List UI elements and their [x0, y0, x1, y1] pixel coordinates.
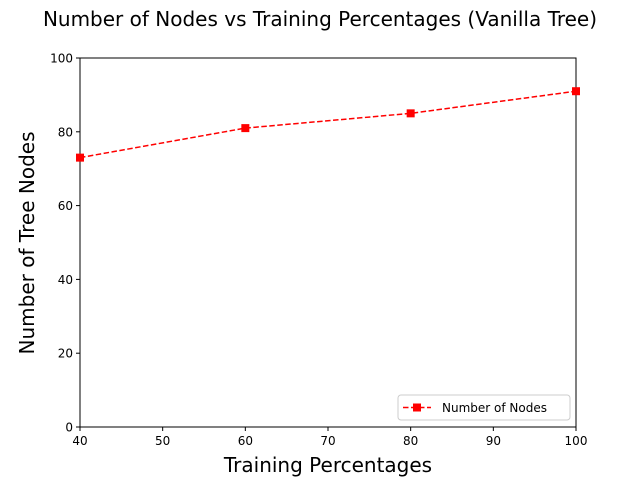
x-tick-label: 90	[486, 434, 501, 448]
y-tick-label: 60	[58, 199, 73, 213]
x-tick-label: 80	[403, 434, 418, 448]
x-tick-label: 100	[565, 434, 588, 448]
data-point	[241, 124, 250, 133]
y-tick-label: 20	[58, 347, 73, 361]
x-tick-label: 70	[320, 434, 335, 448]
y-tick-label: 40	[58, 273, 73, 287]
data-point	[406, 109, 415, 118]
x-tick-label: 60	[238, 434, 253, 448]
legend-box	[397, 394, 571, 421]
legend: Number of Nodes	[397, 394, 571, 421]
chart-title: Number of Nodes vs Training Percentages …	[43, 7, 597, 31]
y-axis-label: Number of Tree Nodes	[15, 132, 39, 355]
x-tick-label: 40	[72, 434, 87, 448]
y-tick-label: 0	[65, 421, 73, 435]
legend-label: Number of Nodes	[442, 401, 547, 415]
y-tick-label: 80	[58, 125, 73, 139]
data-point	[76, 153, 84, 162]
ticks: 40 50 60 70 80 90 100 0 20 40 60 80 100	[50, 52, 587, 449]
plot-frame	[79, 57, 577, 428]
x-axis-label: Training Percentages	[223, 453, 432, 477]
legend-square-marker	[413, 403, 421, 412]
x-tick-label: 50	[155, 434, 170, 448]
series-layer	[76, 87, 580, 162]
data-point	[572, 87, 580, 96]
series-line	[79, 90, 577, 159]
y-tick-label: 100	[50, 52, 73, 66]
axes	[79, 57, 577, 428]
